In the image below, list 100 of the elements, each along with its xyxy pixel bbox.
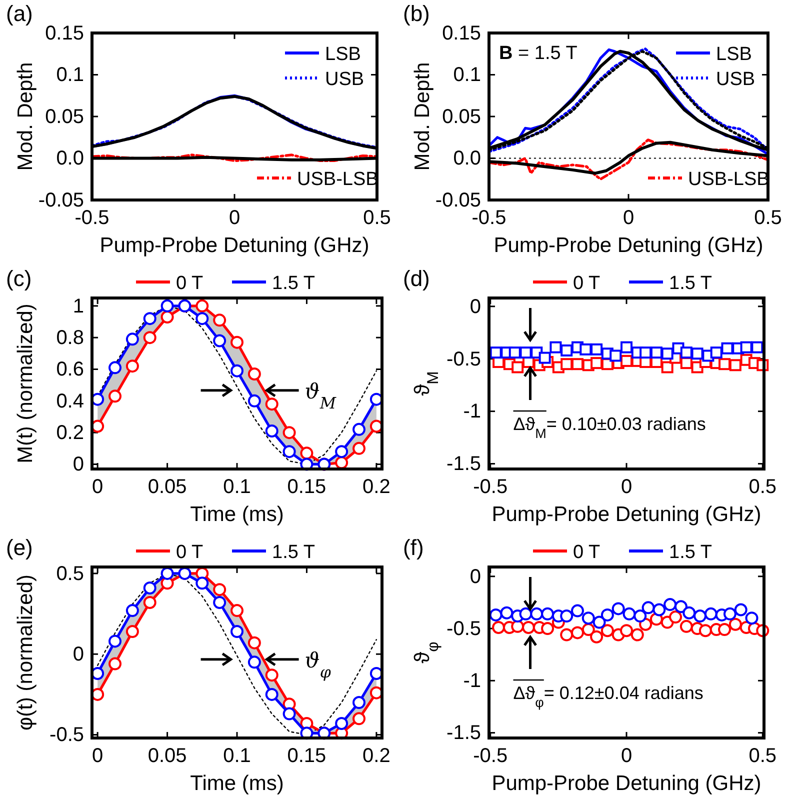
annotation: Δϑ$_{φ}$= 0.12±0.04 radians [513, 683, 704, 710]
y-tick-label: -1 [463, 400, 481, 423]
y-tick-label: 0.15 [442, 22, 481, 44]
y-tick-label: -0.5 [50, 724, 84, 746]
point [538, 352, 551, 364]
point [196, 299, 209, 312]
x-tick-label: 0 [228, 207, 240, 230]
point [541, 622, 554, 636]
y-tick-label: 0.2 [56, 422, 84, 444]
legend-label: LSB [716, 44, 752, 65]
point [571, 358, 584, 370]
point [634, 610, 647, 623]
y-tick-label: 0.1 [453, 64, 481, 86]
point [248, 656, 261, 669]
x-axis-title: Time (ms) [190, 503, 284, 526]
legend-label: LSB [325, 44, 361, 65]
point [143, 596, 156, 609]
legend-label: 1.5 T [272, 542, 316, 563]
y-tick-label: 0.4 [56, 390, 84, 412]
x-tick-label: 0.1 [223, 745, 251, 768]
point [230, 625, 244, 638]
point [661, 361, 674, 374]
x-axis-title: Pump-Probe Detuning (GHz) [494, 234, 764, 257]
point [570, 604, 584, 618]
y-tick-label: 0.1 [56, 64, 84, 86]
point [213, 334, 226, 348]
legend-label: USB-LSB [688, 169, 770, 190]
point [108, 390, 122, 403]
x-tick-label: 0 [620, 476, 632, 498]
point [282, 707, 296, 720]
x-tick-label: 0.15 [287, 476, 326, 498]
y-tick-label: -0.5 [446, 618, 481, 640]
point [512, 361, 524, 374]
point [582, 612, 595, 625]
x-tick-label: 0.05 [148, 745, 187, 768]
point [560, 610, 574, 623]
point [265, 668, 278, 682]
y-tick-label: 0.05 [442, 106, 481, 128]
x-tick-label: 0.5 [754, 207, 782, 230]
y-tick-label: 0 [72, 454, 84, 476]
point [230, 364, 244, 378]
point [718, 358, 731, 370]
point [560, 358, 573, 370]
point [682, 606, 696, 620]
point [612, 602, 625, 616]
point [721, 342, 734, 354]
x-tick-label: 0.2 [362, 476, 390, 498]
annotation: Δϑ$_{M}$= 0.10±0.03 radians [513, 414, 706, 440]
point [652, 603, 666, 616]
point [620, 624, 633, 638]
point [500, 606, 514, 620]
x-tick-label: 0.05 [148, 476, 187, 498]
chart-title: (a) [6, 1, 33, 26]
y-tick-label: 0.0 [453, 148, 481, 170]
point [230, 604, 244, 618]
x-axis-title: Time (ms) [190, 772, 284, 795]
point [680, 620, 693, 633]
legend-label: 0 T [573, 273, 600, 294]
point [642, 601, 655, 614]
y-tick-label: -0.5 [446, 348, 481, 370]
legend-label: 1.5 T [669, 273, 712, 294]
x-tick-label: 0.15 [287, 745, 326, 768]
x-axis-title: Pump-Probe Detuning (GHz) [492, 772, 762, 795]
point [160, 310, 174, 324]
legend-label: 1.5 T [272, 273, 316, 294]
point [718, 623, 732, 636]
point [550, 341, 562, 354]
x-tick-label: 0 [92, 745, 104, 768]
point [213, 583, 226, 596]
y-tick-label: 1 [72, 295, 84, 318]
chart-title: (c) [6, 266, 32, 291]
point [108, 634, 122, 648]
chart-title: (f) [403, 535, 424, 560]
point [352, 712, 366, 726]
annotation: ϑ$_{φ}$ [304, 648, 331, 681]
chart-title: (b) [403, 1, 430, 26]
point [248, 368, 261, 380]
point [704, 607, 718, 620]
point [126, 604, 139, 618]
point [300, 446, 314, 460]
point [622, 607, 636, 620]
point [248, 636, 261, 650]
point [751, 341, 764, 354]
point [680, 346, 692, 359]
point [734, 603, 748, 616]
point [196, 576, 209, 590]
point [600, 624, 614, 638]
x-tick-label: 0 [620, 745, 632, 768]
point [694, 610, 707, 623]
y-tick-label: 0.05 [45, 106, 84, 128]
x-tick-label: 0 [92, 476, 104, 498]
point [740, 341, 752, 354]
point [522, 620, 535, 634]
point [335, 716, 348, 730]
point [143, 312, 156, 326]
point [108, 361, 122, 374]
point [335, 445, 348, 458]
point [630, 628, 644, 642]
point [640, 346, 652, 359]
point [489, 608, 502, 622]
